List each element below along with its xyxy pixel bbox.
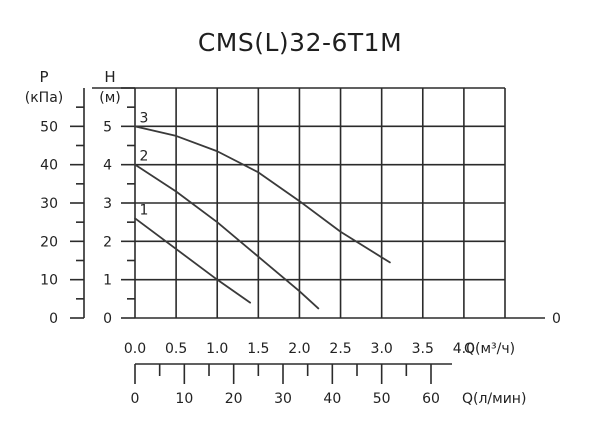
x-axis-end-zero: 0 [552, 311, 561, 327]
head-tick-label: 1 [103, 273, 112, 289]
head-tick-label: 2 [103, 234, 112, 250]
flow-m3h-tick-label: 3.5 [412, 341, 434, 357]
flow-lmin-axis-label: Q(л/мин) [462, 391, 526, 407]
flow-lmin-tick-label: 20 [225, 391, 243, 407]
axes [70, 87, 545, 384]
curve-2 [134, 163, 320, 310]
flow-lmin-tick-label: 10 [175, 391, 193, 407]
curve-3 [134, 125, 391, 264]
flow-m3h-tick-label: 1.5 [247, 341, 269, 357]
flow-lmin-tick-label: 0 [131, 391, 140, 407]
series-curves [134, 125, 391, 310]
curve-1 [134, 217, 252, 304]
head-tick-label: 0 [103, 311, 112, 327]
flow-m3h-tick-label: 1.0 [206, 341, 228, 357]
flow-m3h-tick-label: 3.0 [371, 341, 393, 357]
chart-title: CMS(L)32-6T1M [197, 28, 403, 57]
curve-label-3: 3 [140, 110, 149, 126]
grid [134, 87, 506, 319]
curve-label-2: 2 [140, 149, 149, 165]
curve-label-1: 1 [140, 202, 149, 218]
head-tick-label: 5 [103, 119, 112, 135]
pressure-tick-label: 40 [40, 158, 58, 174]
head-tick-label: 3 [103, 196, 112, 212]
pressure-tick-label: 20 [40, 234, 58, 250]
flow-m3h-axis-label: Q(м³/ч) [464, 341, 515, 357]
pressure-axis-label: P [39, 68, 48, 86]
flow-lmin-tick-label: 50 [373, 391, 391, 407]
head-axis-label: H [104, 68, 115, 86]
head-axis-unit: (м) [99, 90, 121, 106]
flow-lmin-tick-label: 30 [274, 391, 292, 407]
pressure-tick-label: 10 [40, 273, 58, 289]
head-tick-label: 4 [103, 158, 112, 174]
pressure-tick-label: 50 [40, 119, 58, 135]
flow-m3h-tick-label: 4.0 [453, 341, 475, 357]
pressure-tick-label: 0 [49, 311, 58, 327]
flow-m3h-tick-label: 2.0 [288, 341, 310, 357]
flow-m3h-tick-label: 0.0 [124, 341, 146, 357]
flow-m3h-tick-label: 2.5 [329, 341, 351, 357]
flow-lmin-tick-label: 60 [422, 391, 440, 407]
pressure-axis-unit: (кПа) [25, 90, 64, 106]
pressure-tick-label: 30 [40, 196, 58, 212]
flow-lmin-tick-label: 40 [323, 391, 341, 407]
flow-m3h-tick-label: 0.5 [165, 341, 187, 357]
